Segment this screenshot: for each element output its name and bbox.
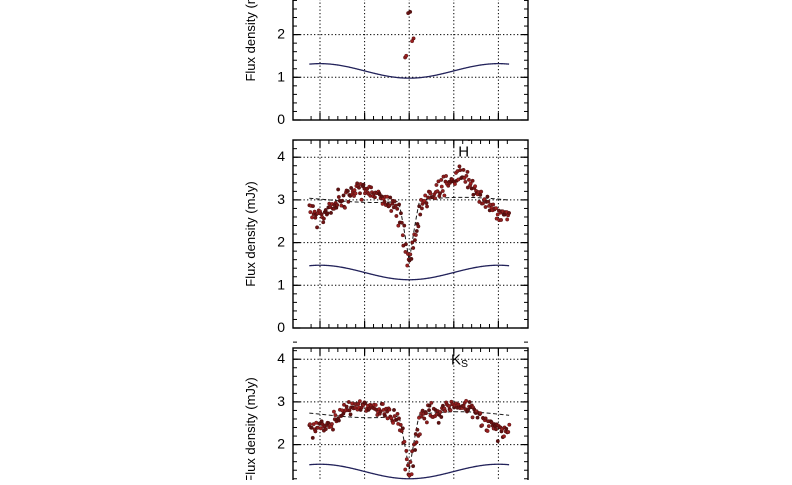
- svg-text:4: 4: [277, 148, 285, 164]
- svg-text:2: 2: [277, 234, 285, 250]
- svg-text:Flux density (mJy): Flux density (mJy): [243, 0, 258, 82]
- svg-text:1: 1: [277, 68, 285, 84]
- svg-text:3: 3: [277, 393, 285, 409]
- svg-text:1: 1: [277, 276, 285, 292]
- svg-text:H: H: [458, 144, 469, 161]
- svg-text:3: 3: [277, 191, 285, 207]
- svg-text:2: 2: [277, 26, 285, 42]
- svg-text:Flux density (mJy): Flux density (mJy): [243, 377, 258, 480]
- svg-text:0: 0: [277, 111, 285, 127]
- svg-text:2: 2: [277, 436, 285, 452]
- svg-text:0: 0: [277, 319, 285, 335]
- svg-text:Flux density (mJy): Flux density (mJy): [243, 181, 258, 286]
- svg-text:4: 4: [277, 350, 285, 366]
